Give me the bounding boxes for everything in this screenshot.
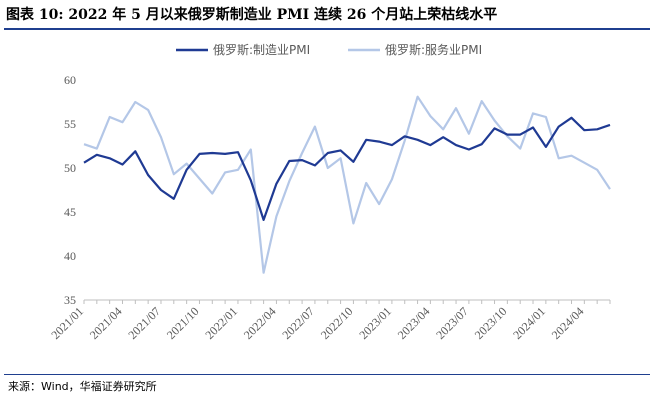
chart-legend: 俄罗斯:制造业PMI 俄罗斯:服务业PMI bbox=[176, 42, 482, 57]
y-tick-label: 55 bbox=[64, 117, 76, 131]
pmi-line-chart: 俄罗斯:制造业PMI 俄罗斯:服务业PMI 35 40 45 50 55 60 2021/… bbox=[48, 42, 611, 342]
y-tick-label: 45 bbox=[64, 205, 76, 219]
source-note: 来源：Wind，华福证券研究所 bbox=[8, 380, 157, 393]
x-tick-label: 2024/04 bbox=[549, 304, 587, 342]
y-axis: 35 40 45 50 55 60 bbox=[64, 73, 76, 307]
x-tick-label: 2022/01 bbox=[202, 304, 240, 342]
legend-label-series-2: 俄罗斯:服务业PMI bbox=[385, 42, 482, 57]
series-line-services-pmi bbox=[83, 95, 611, 274]
y-tick-label: 50 bbox=[64, 161, 76, 175]
y-tick-label: 40 bbox=[64, 249, 76, 263]
series-layer bbox=[83, 95, 611, 274]
series-line-manufacturing-pmi bbox=[83, 116, 611, 221]
x-tick-label: 2021/04 bbox=[87, 304, 125, 342]
x-tick-label: 2021/10 bbox=[164, 304, 202, 342]
x-tick-label: 2022/04 bbox=[241, 304, 279, 342]
x-tick-label: 2022/07 bbox=[279, 304, 317, 342]
x-tick-label: 2023/01 bbox=[356, 304, 394, 342]
x-tick-label: 2023/10 bbox=[472, 304, 510, 342]
x-tick-label: 2023/04 bbox=[395, 304, 433, 342]
x-tick-label: 2021/01 bbox=[48, 304, 86, 342]
y-tick-label: 35 bbox=[64, 293, 76, 307]
x-tick-label: 2023/07 bbox=[433, 304, 471, 342]
x-tick-label: 2024/01 bbox=[510, 304, 548, 342]
title-rule bbox=[4, 28, 650, 30]
legend-label-series-1: 俄罗斯:制造业PMI bbox=[213, 43, 310, 57]
figure-title: 图表 10: 2022 年 5 月以来俄罗斯制造业 PMI 连续 26 个月站上… bbox=[6, 7, 498, 23]
x-tick-label: 2021/07 bbox=[125, 304, 163, 342]
x-tick-label: 2022/10 bbox=[318, 304, 356, 342]
x-axis: 2021/01 2021/04 2021/07 2021/10 2022/01 2022/… bbox=[48, 299, 611, 342]
y-tick-label: 60 bbox=[64, 73, 76, 87]
source-rule bbox=[4, 374, 650, 375]
